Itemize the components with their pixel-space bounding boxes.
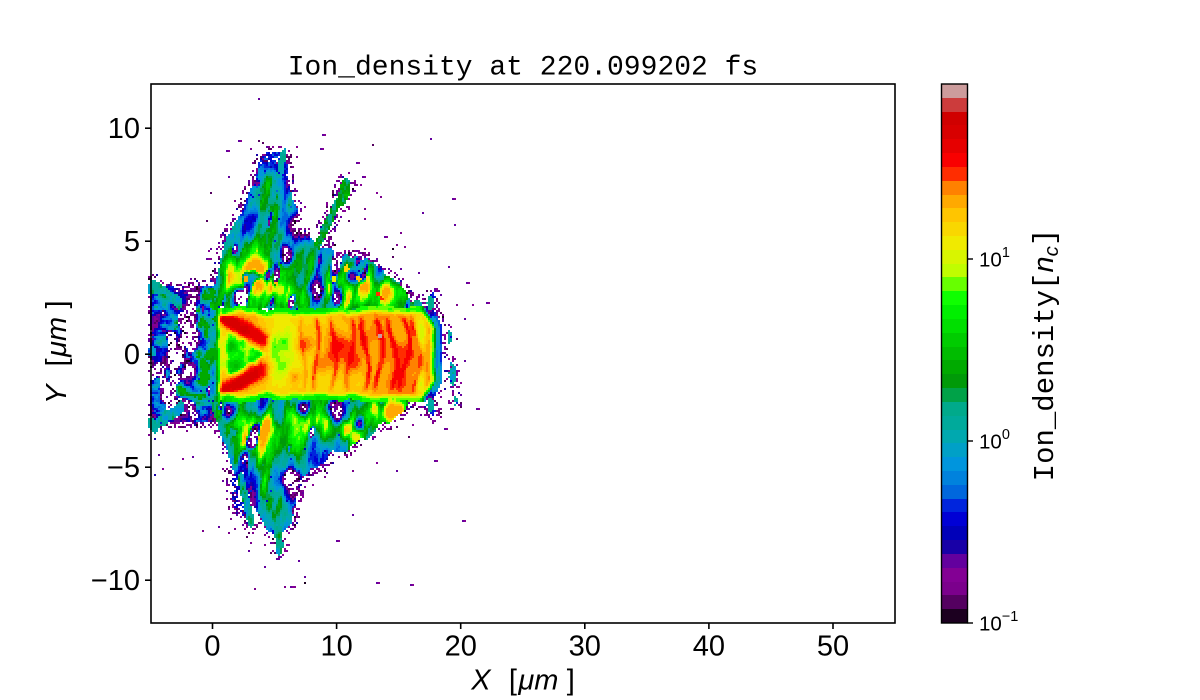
- svg-text:0: 0: [124, 339, 140, 371]
- svg-text:Y[μm]: Y[μm]: [41, 300, 73, 404]
- svg-text:Ion_density at 220.099202 fs: Ion_density at 220.099202 fs: [288, 53, 758, 84]
- svg-text:20: 20: [445, 631, 477, 663]
- svg-text:X[μm]: X [μm]: [470, 665, 575, 697]
- svg-text:Ion_density[nc]: Ion_density[nc]: [1028, 229, 1063, 482]
- svg-text:30: 30: [569, 631, 601, 663]
- svg-text:10−1: 10−1: [979, 609, 1018, 636]
- svg-text:10: 10: [320, 631, 352, 663]
- svg-text:50: 50: [817, 631, 849, 663]
- svg-text:10: 10: [108, 113, 140, 145]
- svg-text:0: 0: [204, 631, 220, 663]
- svg-text:−5: −5: [107, 452, 140, 484]
- svg-text:−10: −10: [91, 565, 140, 597]
- svg-text:5: 5: [124, 226, 140, 258]
- svg-text:40: 40: [693, 631, 725, 663]
